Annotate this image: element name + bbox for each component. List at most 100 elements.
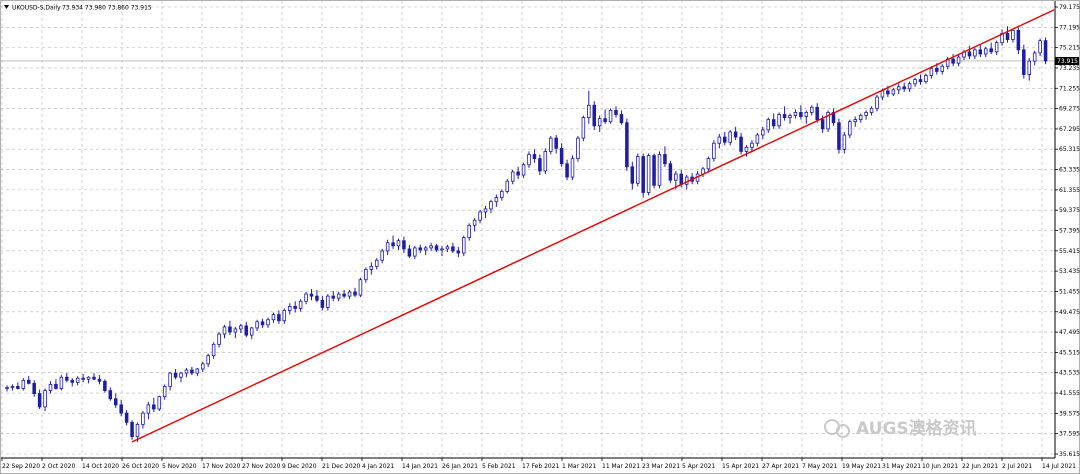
current-price-marker: 73.915 — [1055, 56, 1079, 65]
candle-body-down — [16, 386, 20, 389]
menu-arrow-icon[interactable] — [4, 5, 9, 9]
candle-body-up — [494, 197, 499, 203]
price-tick-label: 69.275 — [1059, 106, 1080, 113]
candle-body-up — [10, 386, 15, 388]
candle-body-down — [26, 379, 31, 384]
candle-body-down — [130, 421, 134, 438]
candle-body-up — [239, 325, 243, 330]
candle-body-up — [924, 75, 928, 83]
candle-body-up — [576, 137, 580, 160]
candle-body-up — [364, 269, 368, 281]
candle-body-up — [646, 155, 651, 193]
candle-body-up — [336, 293, 341, 299]
candle-body-up — [527, 154, 531, 166]
candle-body-down — [293, 305, 297, 309]
candle-body-down — [739, 136, 743, 152]
candle-body-up — [717, 136, 722, 144]
time-tick-label: 2 Oct 2020 — [42, 463, 75, 470]
candle-body-down — [625, 122, 629, 168]
price-tick-label: 39.575 — [1059, 410, 1080, 417]
candle-body-up — [266, 319, 270, 326]
candle-body-up — [413, 247, 417, 257]
candle-body-down — [260, 321, 265, 326]
candle-body-down — [1016, 29, 1021, 51]
ohlc-values: 73.934 73.980 73.860 73.915 — [62, 5, 152, 12]
candle-body-down — [630, 166, 635, 184]
candle-body-up — [891, 89, 896, 95]
candle-body-up — [728, 131, 732, 143]
candle-body-up — [761, 129, 765, 136]
chart-header: UKOUSD-S,Daily 73.934 73.980 73.860 73.9… — [4, 5, 152, 12]
candle-body-up — [287, 305, 292, 311]
candle-body-up — [75, 377, 80, 383]
candle-body-down — [886, 90, 890, 95]
candle-body-down — [782, 114, 787, 118]
time-tick-label: 15 Apr 2021 — [722, 463, 759, 470]
candle-body-down — [173, 372, 178, 378]
candle-body-up — [369, 265, 374, 270]
price-tick-label: 57.395 — [1059, 228, 1080, 235]
time-tick-label: 5 Apr 2021 — [682, 463, 715, 470]
symbol-title: UKOUSD-S,Daily — [12, 5, 61, 12]
candle-body-up — [842, 134, 847, 150]
time-tick-label: 22 Jun 2021 — [962, 463, 998, 470]
candle-body-up — [864, 112, 868, 116]
price-tick-label: 59.375 — [1059, 207, 1080, 214]
candle-body-up — [635, 156, 640, 184]
candle-body-up — [500, 191, 504, 199]
candle-body-up — [445, 246, 450, 250]
candle-body-up — [913, 79, 917, 85]
time-axis-labels: 22 Sep 2020 2 Oct 2020 14 Oct 2020 26 Oct 2… — [1, 458, 1076, 470]
price-tick-label: 77.195 — [1059, 24, 1080, 31]
candle-body-up — [467, 224, 471, 239]
candle-body-up — [570, 158, 575, 178]
time-tick-label: 27 Nov 2020 — [242, 463, 281, 470]
candle-body-up — [848, 121, 852, 136]
candle-body-down — [815, 106, 819, 121]
time-tick-label: 5 Nov 2020 — [162, 463, 197, 470]
candle-body-down — [228, 326, 232, 333]
candle-body-down — [652, 155, 656, 186]
candle-body-down — [108, 390, 113, 400]
price-tick-label: 71.255 — [1059, 85, 1080, 92]
candle-body-up — [896, 86, 901, 91]
candle-body-down — [516, 171, 520, 176]
candle-body-up — [1032, 52, 1037, 62]
price-tick-label: 61.355 — [1059, 187, 1080, 194]
candle-body-down — [54, 383, 58, 389]
candle-body-up — [548, 137, 553, 152]
candle-body-up — [587, 104, 591, 118]
candle-body-down — [1005, 33, 1010, 40]
candle-body-down — [978, 49, 983, 55]
candle-body-down — [592, 104, 597, 127]
candle-body-down — [103, 380, 107, 391]
candle-body-up — [826, 112, 830, 130]
candle-body-down — [353, 291, 357, 296]
time-tick-label: 17 Nov 2020 — [202, 463, 241, 470]
candle-body-down — [277, 314, 281, 322]
time-tick-label: 26 Jan 2021 — [442, 463, 478, 470]
trendline[interactable] — [131, 9, 1055, 443]
candle-body-up — [162, 386, 167, 398]
candle-body-up — [994, 42, 999, 53]
candle-body-down — [70, 379, 75, 383]
time-tick-label: 23 Mar 2021 — [642, 463, 680, 470]
time-tick-label: 11 Mar 2021 — [602, 463, 640, 470]
trendline-layer[interactable] — [131, 9, 1055, 443]
candle-body-up — [869, 107, 874, 113]
candle-body-up — [880, 90, 885, 98]
candle-body-up — [788, 115, 792, 118]
candle-body-up — [907, 83, 912, 90]
time-tick-label: 31 May 2021 — [882, 463, 921, 470]
candle-body-down — [554, 137, 558, 149]
time-tick-label: 27 Apr 2021 — [762, 463, 799, 470]
candle-body-up — [195, 368, 200, 374]
time-tick-label: 26 Oct 2020 — [122, 463, 159, 470]
candles — [5, 26, 1048, 442]
candle-body-up — [973, 49, 977, 57]
candle-body-down — [92, 376, 96, 380]
candle-body-up — [135, 423, 140, 438]
candle-body-up — [853, 119, 858, 123]
